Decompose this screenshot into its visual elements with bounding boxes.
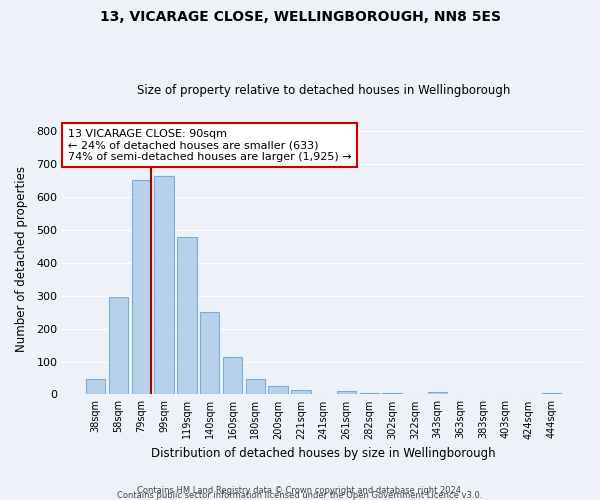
Bar (542, 393, 561, 394)
Bar (86, 378, 106, 394)
Bar (291, 390, 311, 394)
Title: Size of property relative to detached houses in Wellingborough: Size of property relative to detached ho… (137, 84, 511, 97)
Text: Contains HM Land Registry data © Crown copyright and database right 2024.: Contains HM Land Registry data © Crown c… (137, 486, 463, 495)
Text: Contains public sector information licensed under the Open Government Licence v3: Contains public sector information licen… (118, 490, 482, 500)
Text: 13 VICARAGE CLOSE: 90sqm
← 24% of detached houses are smaller (633)
74% of semi-: 13 VICARAGE CLOSE: 90sqm ← 24% of detach… (68, 128, 351, 162)
Bar (359, 393, 379, 394)
Bar (245, 378, 265, 394)
Bar (109, 298, 128, 394)
Bar (428, 392, 447, 394)
Bar (268, 386, 288, 394)
Bar (154, 176, 174, 394)
Bar (223, 357, 242, 395)
Bar (337, 391, 356, 394)
Y-axis label: Number of detached properties: Number of detached properties (15, 166, 28, 352)
Bar (200, 312, 220, 394)
Bar (382, 393, 402, 394)
X-axis label: Distribution of detached houses by size in Wellingborough: Distribution of detached houses by size … (151, 447, 496, 460)
Text: 13, VICARAGE CLOSE, WELLINGBOROUGH, NN8 5ES: 13, VICARAGE CLOSE, WELLINGBOROUGH, NN8 … (100, 10, 500, 24)
Bar (177, 237, 197, 394)
Bar (131, 180, 151, 394)
